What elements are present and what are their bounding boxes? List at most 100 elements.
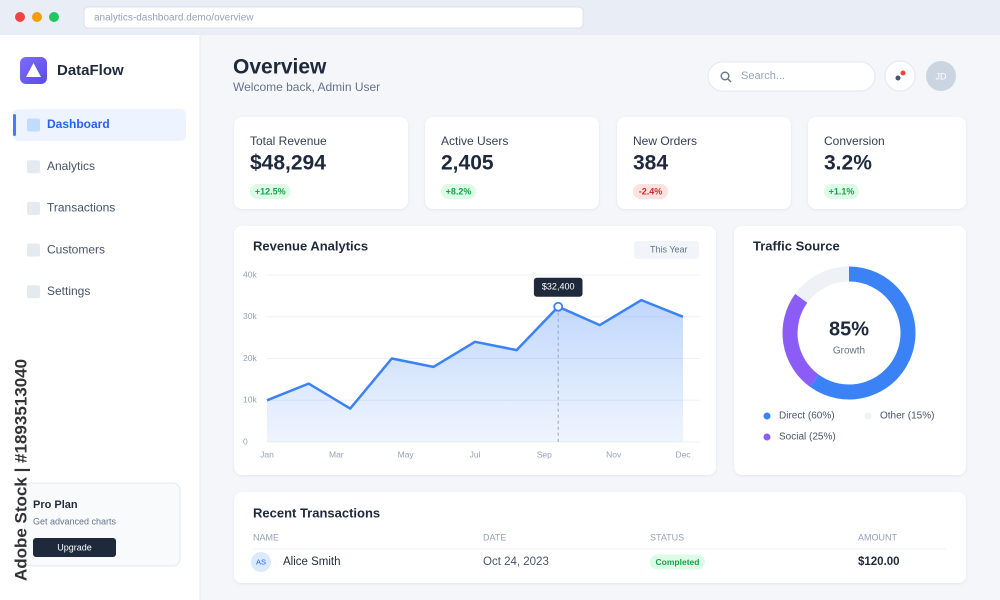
donut-segment: [782, 293, 819, 387]
promo-text: Get advanced charts: [33, 516, 117, 526]
x-tick-label: Nov: [606, 449, 622, 459]
bell-icon: [895, 75, 901, 81]
legend-swatch: [864, 412, 872, 420]
y-tick-label: 30k: [243, 311, 257, 321]
x-tick-label: Jul: [470, 449, 481, 459]
status-badge: [650, 554, 705, 570]
stat-change: +12.5%: [255, 186, 286, 196]
stat-change-badge: [633, 184, 668, 199]
legend-swatch: [763, 412, 771, 420]
revenue-chart: 0 10k 20k 30k 40k Jan Mar May Jul Sep Nov Dec $32,40…: [243, 269, 700, 459]
url-bar[interactable]: [83, 6, 584, 29]
stat-change: -2.4%: [639, 186, 663, 196]
nav-label: Transactions: [47, 201, 115, 215]
nav-label: Analytics: [47, 159, 95, 173]
stat-change-badge: [250, 184, 291, 199]
stat-change: +8.2%: [446, 186, 472, 196]
donut-center-label: Growth: [833, 346, 865, 357]
legend-label: Other (15%): [880, 411, 934, 422]
stat-label: New Orders: [633, 134, 697, 148]
nav-label: Dashboard: [47, 117, 110, 131]
page-title: Overview: [233, 56, 327, 79]
transactions-card: [234, 492, 966, 583]
legend-swatch: [763, 433, 771, 441]
period-filter[interactable]: [634, 241, 699, 259]
x-tick-label: Dec: [675, 449, 691, 459]
x-tick-label: May: [398, 449, 415, 459]
logo-icon: [26, 63, 41, 77]
avatar-initials: JD: [936, 71, 948, 81]
donut-center-value: 85%: [829, 318, 869, 340]
stat-value: 2,405: [441, 152, 494, 175]
notification-dot: [900, 70, 906, 76]
column-header: NAME: [253, 532, 279, 542]
y-tick-label: 40k: [243, 269, 257, 279]
revenue-line: [266, 298, 684, 410]
nav-icon: [27, 201, 40, 215]
revenue-title: Revenue Analytics: [253, 238, 368, 253]
period-filter-label: This Year: [650, 244, 688, 254]
transactions-table: NAME DATE STATUS AMOUNT AS Alice Smith Oct 24,…: [251, 532, 900, 572]
x-tick-label: Jan: [260, 449, 274, 459]
tooltip: [533, 277, 583, 297]
upgrade-label: Upgrade: [57, 542, 92, 552]
page-subtitle: Welcome back, Admin User: [233, 80, 380, 94]
traffic-chart: Direct (60%) Social (25%) Other (15%): [763, 266, 934, 443]
window-close[interactable]: [15, 12, 25, 22]
avatar[interactable]: [926, 61, 956, 91]
y-tick-label: 0: [243, 436, 248, 446]
stat-label: Active Users: [441, 134, 508, 148]
stat-value: 3.2%: [824, 152, 872, 175]
revenue-area: [267, 300, 683, 442]
donut-segment: [795, 266, 850, 303]
customer-avatar: [251, 552, 271, 572]
donut-segment: [809, 266, 916, 400]
transaction-amount: $120.00: [858, 556, 900, 568]
tooltip-label: $32,400: [542, 282, 575, 292]
stat-label: Conversion: [824, 134, 885, 148]
traffic-title: Traffic Source: [753, 238, 840, 253]
transactions-title: Recent Transactions: [253, 505, 380, 520]
stat-change-badge: [441, 184, 476, 199]
stat-value: $48,294: [250, 152, 326, 175]
nav-label: Settings: [47, 284, 90, 298]
legend-label: Direct (60%): [779, 411, 835, 422]
stat-change-badge: [824, 184, 859, 199]
window-maximize[interactable]: [49, 12, 59, 22]
window-minimize[interactable]: [32, 12, 42, 22]
watermark: Adobe Stock | #1893513040: [11, 359, 30, 581]
upgrade-button[interactable]: [33, 538, 116, 557]
search-box[interactable]: [707, 61, 876, 92]
customer-initials: AS: [256, 557, 266, 566]
column-header: STATUS: [650, 532, 684, 542]
nav-icon: [27, 118, 40, 132]
nav-icon: [27, 285, 40, 299]
x-tick-label: Sep: [537, 449, 552, 459]
nav-active-bg: [13, 109, 186, 141]
stats: Total Revenue $48,294 +12.5% Active Users 2,…: [234, 117, 966, 209]
nav-active-indicator: [13, 114, 16, 136]
traffic-card: [734, 226, 966, 475]
customer-name: Alice Smith: [283, 556, 341, 568]
status-label: Completed: [656, 557, 700, 567]
brand: DataFlow: [57, 62, 124, 79]
notifications-button[interactable]: [884, 60, 916, 92]
legend-label: Social (25%): [779, 432, 836, 443]
highlight-point: [553, 301, 564, 312]
stat-label: Total Revenue: [250, 134, 327, 148]
transaction-date: Oct 24, 2023: [483, 556, 549, 568]
y-tick-label: 10k: [243, 395, 257, 405]
nav-icon: [27, 160, 40, 174]
stat-value: 384: [633, 152, 668, 175]
nav-icon: [27, 243, 40, 257]
column-header: DATE: [483, 532, 506, 542]
promo-title: Pro Plan: [33, 499, 78, 511]
y-tick-label: 20k: [243, 353, 257, 363]
column-header: AMOUNT: [858, 532, 897, 542]
search-icon: [720, 71, 730, 81]
nav-label: Customers: [47, 242, 105, 256]
search-placeholder: Search...: [741, 70, 785, 82]
stat-change: +1.1%: [829, 186, 855, 196]
